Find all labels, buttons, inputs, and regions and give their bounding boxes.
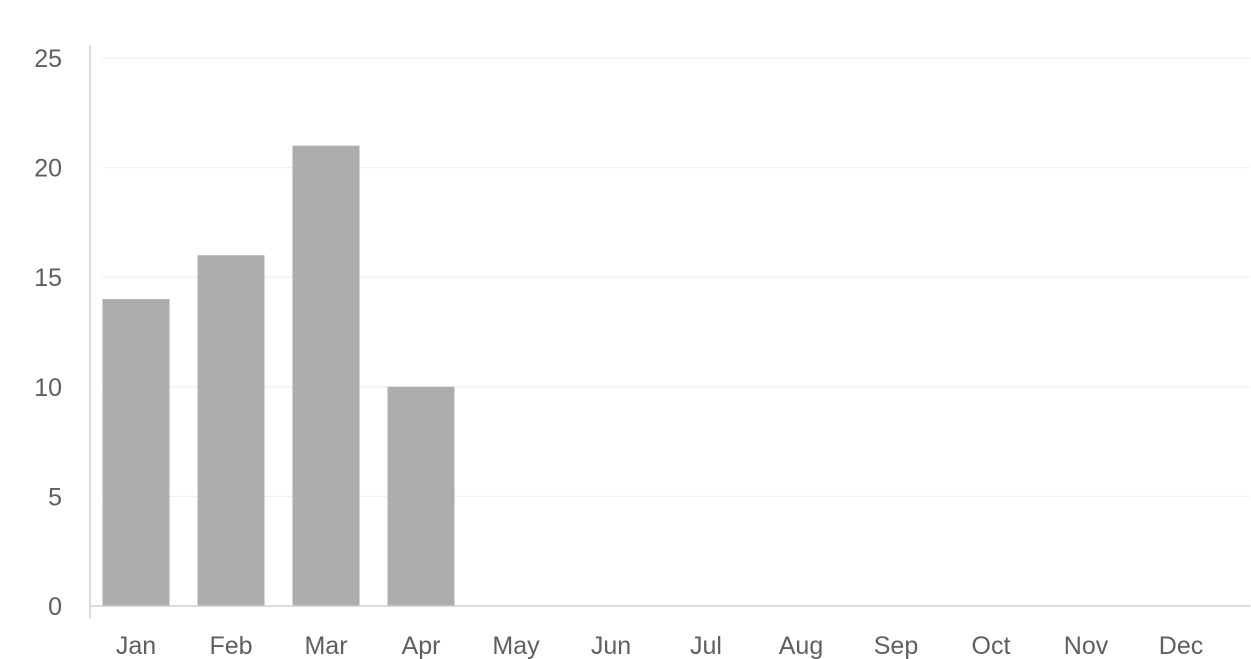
- y-tick-label: 25: [34, 45, 62, 73]
- x-tick-label-mar: Mar: [304, 632, 347, 659]
- x-tick-label-oct: Oct: [972, 632, 1011, 659]
- x-tick-label-nov: Nov: [1064, 632, 1109, 659]
- x-tick-label-may: May: [492, 632, 540, 659]
- y-tick-labels: 0 5 10 15 20 25: [34, 45, 62, 621]
- y-tick-label: 20: [34, 155, 62, 183]
- x-tick-label-jun: Jun: [591, 632, 631, 659]
- bar-feb: [197, 255, 265, 606]
- y-tick-label: 0: [48, 593, 62, 621]
- axes: [89, 45, 1250, 618]
- x-tick-label-jan: Jan: [116, 632, 156, 659]
- x-tick-label-apr: Apr: [402, 632, 441, 659]
- x-tick-label-dec: Dec: [1159, 632, 1203, 659]
- bar-jan: [102, 299, 170, 606]
- bar-apr: [387, 386, 455, 606]
- x-tick-labels: Jan Feb Mar Apr May Jun Jul Aug Sep Oct Nov Dec: [116, 632, 1203, 659]
- bars: [102, 145, 455, 606]
- bar-mar: [292, 145, 360, 606]
- x-tick-label-feb: Feb: [209, 632, 252, 659]
- x-tick-label-jul: Jul: [690, 632, 722, 659]
- y-tick-label: 5: [48, 483, 62, 511]
- y-tick-label: 15: [34, 264, 62, 292]
- x-tick-label-aug: Aug: [779, 632, 823, 659]
- grid-lines: [102, 57, 1250, 498]
- x-tick-label-sep: Sep: [874, 632, 918, 659]
- y-tick-label: 10: [34, 374, 62, 402]
